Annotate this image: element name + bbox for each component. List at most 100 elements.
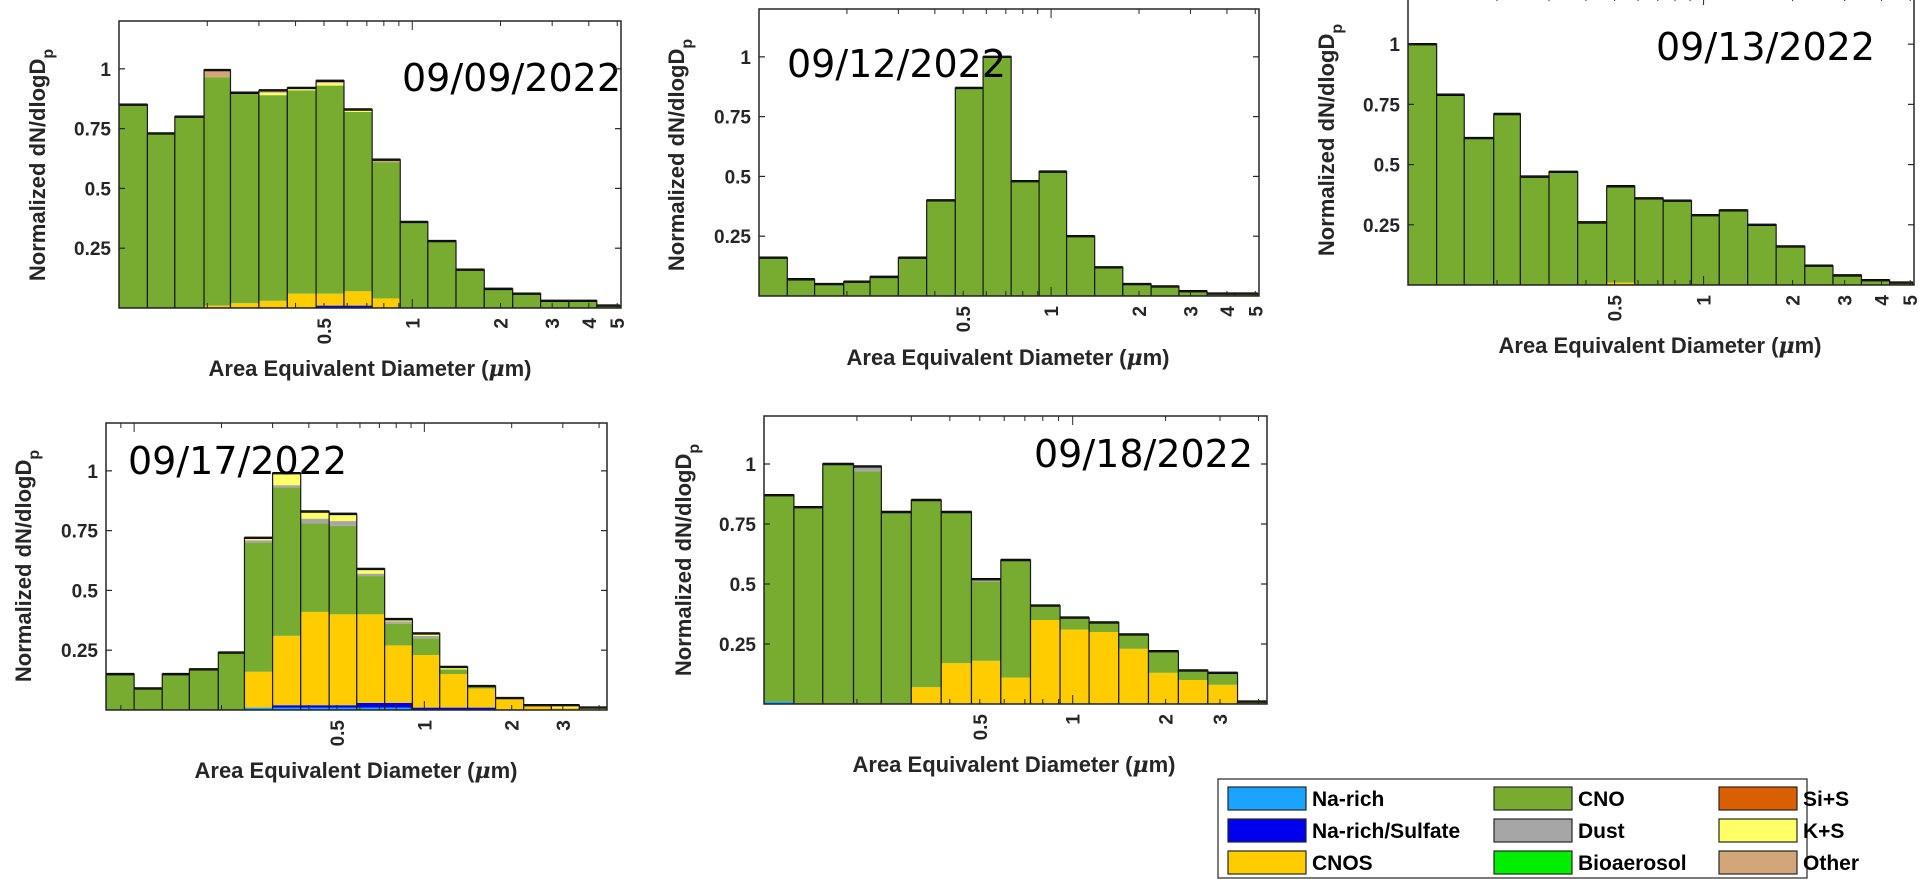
legend-item-na-rich-sulfate: Na-rich/Sulfate [1227,818,1460,843]
bar-segment-cno [1493,114,1521,285]
x-axis-label-1: Area Equivalent Diameter (μm) [209,356,532,382]
bar-segment-cnos [316,293,344,306]
date-annotation-5: 09/18/2022 [1034,432,1253,476]
date-annotation-3: 09/13/2022 [1656,25,1875,69]
bar-segment-cno [911,500,942,688]
bar-segment-na-rich [329,707,357,710]
bar-segment-k-s [272,473,301,486]
bar-segment-cno [512,293,541,308]
bar-segment-na-rich-sulfate [300,705,330,708]
bar-segment-cno [540,300,569,308]
plot-area-3 [1408,42,1914,285]
bar-outline [759,257,788,296]
legend-swatch [1493,786,1573,811]
legend-entries: Na-rich Na-rich/Sulfate CNOS CNO Dust Bioaero… [1227,786,1859,875]
bar-segment-cnos [230,303,259,308]
bar-segment-cnos [329,614,357,706]
bar-segment-k-s [300,511,330,519]
bar-segment-cno [881,512,912,704]
bar-segment-cnos [204,305,231,308]
x-axis-label-4: Area Equivalent Diameter (μm) [195,758,518,784]
bar-segment-cno [941,512,972,664]
bar-segment-cno [106,674,135,710]
bar-segment-na-rich-sulfate [272,705,301,708]
date-annotation-1: 09/09/2022 [402,56,621,100]
bar-segment-cno [1436,94,1465,285]
x-tick-label: 2 [503,720,524,731]
bar-segment-na-rich [356,707,385,710]
bar-segment-cno [456,269,485,308]
bar-segment-cno [971,581,1001,661]
y-tick-label: 1 [745,455,756,476]
bar-segment-na-rich-sulfate [329,705,357,708]
y-tick-label: 0.75 [61,522,98,543]
bar-segment-cno [1011,181,1040,296]
bar-segment-cno [343,111,373,292]
x-tick-label: 3 [1211,714,1232,725]
x-tick-label: 1 [1695,295,1716,306]
bar-segment-cnos [551,707,580,710]
bar-segment-cno [300,523,330,612]
bar-segment-dust [300,518,330,524]
legend-item-bioaerosol: Bioaerosol [1493,850,1687,875]
axes-frame-2 [758,8,1260,297]
x-tick-label: 0.5 [328,720,349,747]
bar-segment-cnos [971,660,1001,704]
bar-segment-cno [1122,284,1152,296]
y-tick-label: 0.25 [74,239,111,260]
bar-segment-cno [162,674,190,710]
axes-frame-5 [763,415,1268,705]
bar-segment-na-rich-sulfate [467,707,496,710]
bar-segment-na-rich-sulfate [343,305,373,308]
chart-panel-2: 09/12/2022 Area Equivalent Diameter (μm)… [664,8,1267,371]
bar-segment-cno [898,257,927,296]
bar-segment-cno [822,464,854,704]
bar-segment-other [204,70,231,78]
legend-item-na-rich: Na-rich [1227,786,1384,811]
subscript-p-3: p [1329,24,1346,34]
bar-segment-dust [384,621,413,624]
legend-swatch [1718,818,1798,843]
x-tick-label: 0.5 [971,714,992,741]
y-axis-label-5: Normalized dN/dlogDp [671,444,703,676]
bar-segment-dust [329,521,357,526]
bar-segment-cno [843,281,871,296]
legend-label: K+S [1803,820,1844,843]
bar-outline [1038,171,1068,296]
bar-segment-cno [870,276,899,296]
bar-segment-cno [1634,198,1664,285]
bar-segment-k-s [329,513,357,522]
bar-segment-cno [568,300,597,308]
bar-segment-k-s [258,92,288,96]
bar-segment-cnos [467,688,496,708]
bar-segment-cnos [343,291,373,306]
x-tick-label: 3 [543,318,564,329]
y-axis-label-3: Normalized dN/dlogDp [1314,24,1346,256]
x-tick-label: 0.5 [315,318,336,345]
bar-segment-cno [1148,651,1179,673]
bar-segment-cno [439,669,468,675]
subscript-p-4: p [26,450,43,460]
bar-segment-cno [983,56,1012,296]
x-tick-label: 1 [415,720,436,731]
bar-segment-cnos [372,298,401,308]
bar-segment-k-s [316,83,344,86]
bar-segment-cno [1089,622,1119,632]
bar-segment-cno [1520,176,1550,285]
bar-segment-na-rich-sulfate [439,707,468,710]
x-tick-label: 3 [1836,295,1857,306]
x-tick-label: 3 [1181,306,1202,317]
y-tick-label: 0.75 [1363,95,1400,116]
subscript-p-2: p [679,39,696,49]
date-annotation-4: 09/17/2022 [128,439,347,483]
bar-segment-cno [853,471,882,704]
legend-item-cno: CNO [1493,786,1625,811]
y-tick-label: 1 [740,48,751,69]
bar-segment-cnos [1089,632,1119,704]
mu-glyph-3: μ [1778,333,1794,359]
y-axis-label-4: Normalized dN/dlogDp [11,450,43,682]
legend-swatch [1493,850,1573,875]
bar-segment-cnos [523,705,552,710]
bar-segment-dust [356,573,385,577]
